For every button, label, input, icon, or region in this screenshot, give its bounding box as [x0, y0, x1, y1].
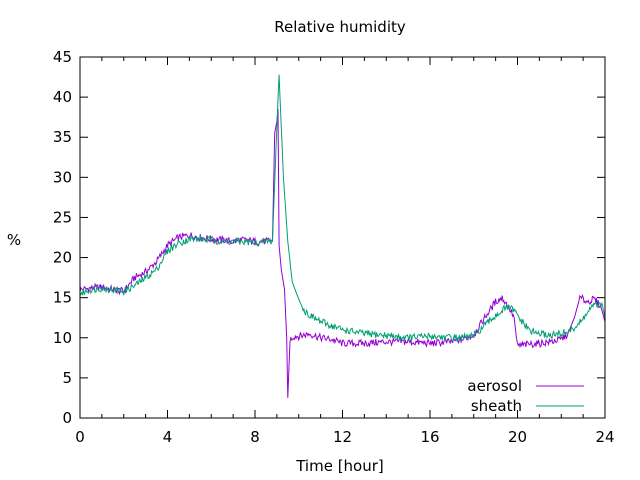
x-tick-label: 0 — [75, 428, 85, 446]
y-axis-label: % — [7, 231, 21, 249]
chart-title: Relative humidity — [274, 18, 406, 36]
y-tick-label: 25 — [53, 208, 72, 226]
y-tick-label: 10 — [53, 329, 72, 347]
x-tick-label: 12 — [333, 428, 352, 446]
x-axis-label: Time [hour] — [295, 457, 384, 475]
y-tick-label: 40 — [53, 88, 72, 106]
y-tick-label: 0 — [62, 409, 72, 427]
x-tick-label: 24 — [595, 428, 614, 446]
plot-frame — [79, 56, 606, 419]
sheath-line — [79, 74, 606, 342]
aerosol-line — [79, 109, 606, 398]
legend-label-sheath: sheath — [471, 397, 522, 415]
plot-lines — [79, 74, 606, 398]
x-tick-label: 20 — [508, 428, 527, 446]
y-tick-label: 15 — [53, 289, 72, 307]
x-tick-label: 8 — [250, 428, 260, 446]
axis-ticks: 0 5 10 15 20 25 30 35 40 45 0 4 8 12 16 20 24 — [53, 48, 615, 446]
legend: aerosol sheath — [467, 377, 584, 415]
y-tick-label: 45 — [53, 48, 72, 66]
y-tick-label: 5 — [62, 369, 72, 387]
y-tick-label: 30 — [53, 168, 72, 186]
y-tick-label: 35 — [53, 128, 72, 146]
legend-label-aerosol: aerosol — [467, 377, 522, 395]
x-tick-label: 4 — [163, 428, 173, 446]
x-tick-label: 16 — [420, 428, 439, 446]
y-tick-label: 20 — [53, 249, 72, 267]
